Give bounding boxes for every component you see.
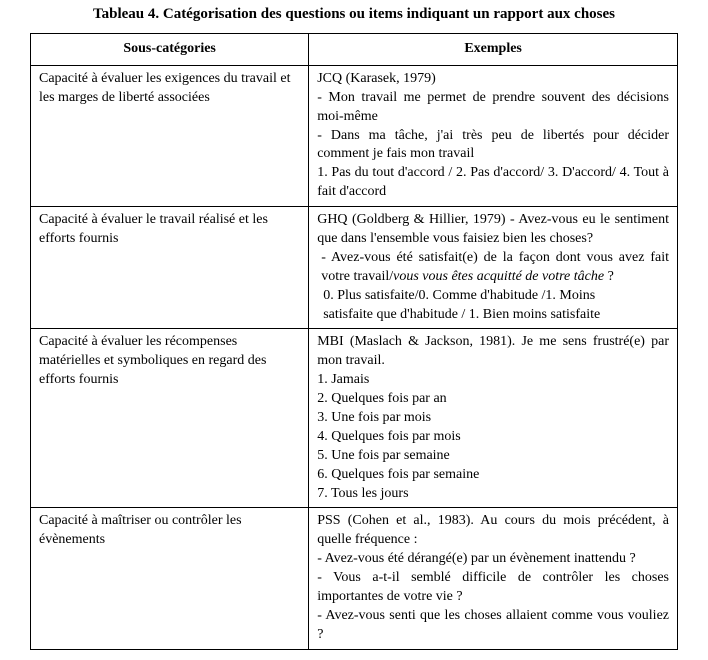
example-item-italic: vous vous êtes acquitté de votre tâche [393, 269, 604, 284]
example-item: - Avez-vous senti que les choses allaien… [317, 607, 669, 645]
example-item: - Vous a-t-il semblé difficile de contrô… [317, 569, 669, 607]
header-exemples: Exemples [309, 34, 678, 66]
example-source: GHQ (Goldberg & Hillier, 1979) - Avez-vo… [317, 211, 669, 249]
example-scale-item: 4. Quelques fois par mois [317, 429, 460, 444]
example-source: JCQ (Karasek, 1979) [317, 71, 436, 86]
table-row: Capacité à évaluer les exigences du trav… [31, 65, 678, 206]
example-scale-item: 3. Une fois par mois [317, 410, 431, 425]
example-scale-item: 5. Une fois par semaine [317, 448, 450, 463]
cell-example: JCQ (Karasek, 1979) - Mon travail me per… [309, 65, 678, 206]
cell-example: GHQ (Goldberg & Hillier, 1979) - Avez-vo… [309, 207, 678, 329]
example-item: - Dans ma tâche, j'ai très peu de libert… [317, 127, 669, 165]
example-item: - Mon travail me permet de prendre souve… [317, 89, 669, 127]
cell-subcategory: Capacité à évaluer les exigences du trav… [31, 65, 309, 206]
example-item: - Avez-vous été satisfait(e) de la façon… [317, 249, 669, 287]
table-row: Capacité à évaluer le travail réalisé et… [31, 207, 678, 329]
example-scale: 1. Pas du tout d'accord / 2. Pas d'accor… [317, 164, 669, 202]
example-source: MBI (Maslach & Jackson, 1981). Je me sen… [317, 333, 669, 371]
example-item-text: ? [604, 269, 614, 284]
example-item: - Avez-vous été dérangé(e) par un évènem… [317, 550, 669, 569]
table-row: Capacité à maîtriser ou contrôler les év… [31, 508, 678, 649]
categorisation-table: Sous-catégories Exemples Capacité à éval… [30, 33, 678, 650]
header-sous-categories: Sous-catégories [31, 34, 309, 66]
table-row: Capacité à évaluer les récompenses matér… [31, 329, 678, 508]
example-scale-item: 2. Quelques fois par an [317, 391, 446, 406]
example-scale-item: 6. Quelques fois par semaine [317, 467, 479, 482]
page: Tableau 4. Catégorisation des questions … [0, 0, 708, 660]
cell-subcategory: Capacité à maîtriser ou contrôler les év… [31, 508, 309, 649]
cell-subcategory: Capacité à évaluer le travail réalisé et… [31, 207, 309, 329]
table-caption: Tableau 4. Catégorisation des questions … [30, 6, 678, 23]
example-scale: satisfaite que d'habitude / 1. Bien moin… [317, 306, 669, 325]
example-source: PSS (Cohen et al., 1983). Au cours du mo… [317, 512, 669, 550]
cell-example: PSS (Cohen et al., 1983). Au cours du mo… [309, 508, 678, 649]
table-header-row: Sous-catégories Exemples [31, 34, 678, 66]
example-scale: 0. Plus satisfaite/0. Comme d'habitude /… [317, 287, 669, 306]
cell-subcategory: Capacité à évaluer les récompenses matér… [31, 329, 309, 508]
example-scale-item: 7. Tous les jours [317, 486, 408, 501]
cell-example: MBI (Maslach & Jackson, 1981). Je me sen… [309, 329, 678, 508]
example-scale-item: 1. Jamais [317, 372, 369, 387]
